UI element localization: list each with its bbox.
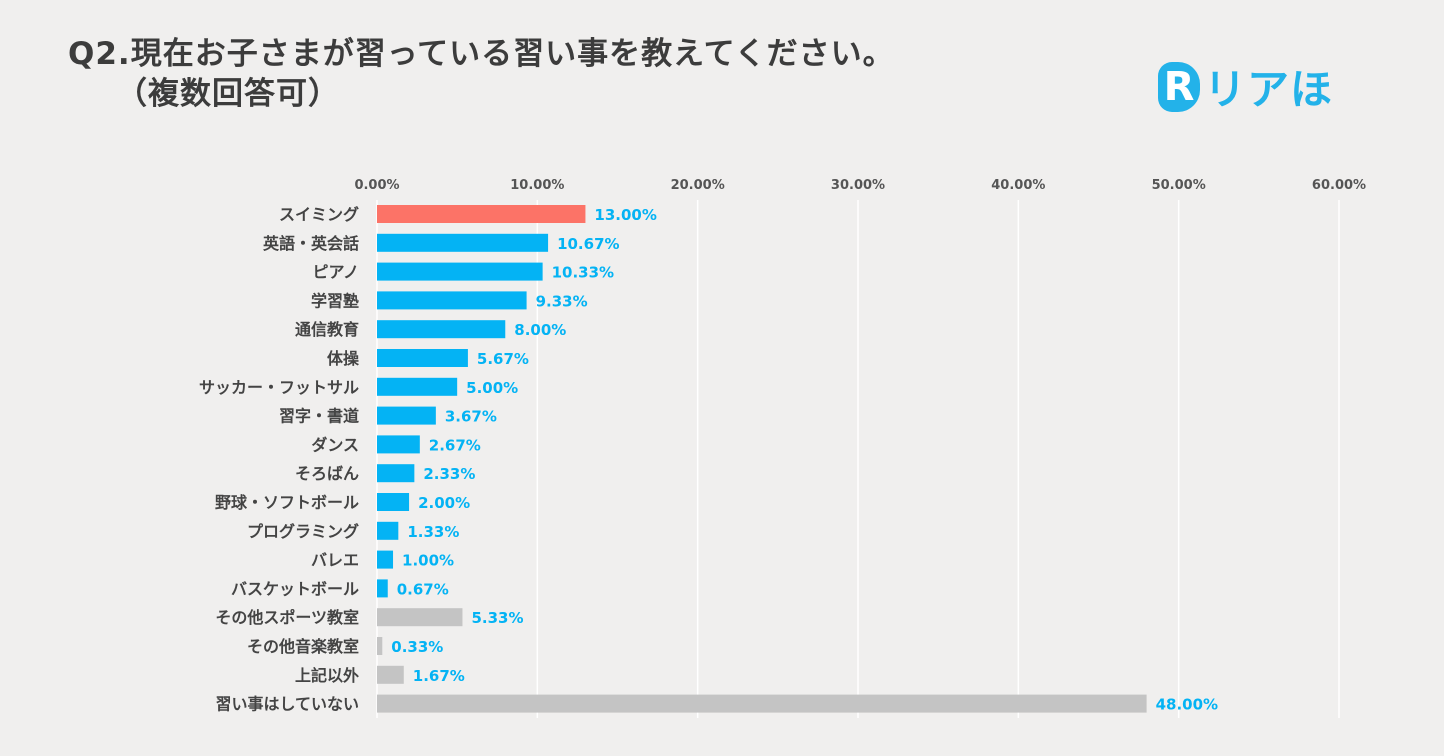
bar: [377, 291, 527, 310]
logo-text: リアほ: [1204, 65, 1334, 114]
category-label: サッカー・フットサル: [199, 378, 359, 397]
bar: [377, 233, 549, 252]
category-label: 習い事はしていない: [215, 695, 359, 714]
brand-logo: R リアほ: [1158, 56, 1333, 117]
logo-r-icon: R: [1158, 61, 1200, 112]
value-label: 10.67%: [557, 235, 619, 253]
value-label: 13.00%: [594, 206, 656, 224]
bar: [377, 406, 436, 425]
bar: [377, 349, 468, 367]
x-tick-label: 10.00%: [510, 178, 564, 193]
bar: [377, 435, 420, 454]
value-label: 2.00%: [418, 494, 470, 512]
category-label: 野球・ソフトボール: [215, 493, 359, 512]
bar: [377, 694, 1147, 713]
value-label: 8.00%: [514, 321, 566, 339]
value-label: 2.33%: [423, 465, 475, 483]
chart-title-line1: Q2.現在お子さまが習っている習い事を教えてください。: [68, 36, 895, 72]
x-tick-label: 20.00%: [671, 178, 725, 193]
bar: [377, 205, 586, 223]
category-label: ダンス: [311, 435, 359, 454]
bar: [377, 320, 506, 339]
bar: [377, 493, 410, 511]
bar: [377, 550, 394, 569]
bar: [377, 608, 463, 627]
value-label: 9.33%: [536, 292, 588, 310]
x-tick-label: 40.00%: [991, 178, 1045, 193]
value-label: 1.00%: [402, 552, 454, 570]
bar: [377, 665, 404, 684]
value-label: 5.33%: [471, 609, 523, 627]
bar: [377, 464, 415, 483]
value-label: 1.67%: [413, 667, 465, 685]
category-label: 学習塾: [311, 291, 359, 310]
value-label: 10.33%: [552, 264, 614, 282]
category-labels: スイミング英語・英会話ピアノ学習塾通信教育体操サッカー・フットサル習字・書道ダン…: [199, 205, 360, 714]
category-label: 習字・書道: [279, 407, 359, 426]
bar: [377, 521, 399, 540]
bar: [377, 579, 388, 598]
value-label: 5.67%: [477, 350, 529, 368]
value-label: 2.67%: [429, 436, 481, 454]
value-label: 5.00%: [466, 379, 518, 397]
category-label: 上記以外: [295, 666, 359, 685]
category-label: プログラミング: [247, 522, 359, 541]
category-label: スイミング: [279, 205, 359, 224]
category-label: その他音楽教室: [247, 637, 359, 656]
value-labels: 13.00% 10.67% 10.33% 9.33% 8.00% 5.67% 5.00% 3.…: [391, 206, 1218, 714]
value-label: 1.33%: [407, 523, 459, 541]
x-axis-ticks: 0.00% 10.00% 20.00% 30.00% 40.00% 50.00% 60.00…: [354, 178, 1366, 193]
category-label: バレエ: [311, 551, 359, 570]
chart-title: Q2.現在お子さまが習っている習い事を教えてください。 （複数回答可）: [68, 34, 895, 114]
bar: [377, 262, 543, 281]
x-tick-label: 0.00%: [354, 178, 399, 193]
value-label: 48.00%: [1156, 696, 1218, 714]
category-label: そろばん: [295, 464, 359, 483]
category-label: ピアノ: [312, 263, 359, 282]
value-label: 3.67%: [445, 408, 497, 426]
category-label: その他スポーツ教室: [215, 608, 359, 627]
grid-lines: [376, 200, 1340, 718]
category-label: 体操: [327, 349, 360, 368]
category-label: バスケットボール: [231, 579, 359, 598]
chart-title-line2: （複数回答可）: [116, 76, 340, 112]
bar: [377, 377, 458, 396]
x-tick-label: 60.00%: [1312, 178, 1366, 193]
value-label: 0.33%: [391, 638, 443, 656]
x-tick-label: 50.00%: [1152, 178, 1206, 193]
bar: [377, 637, 383, 655]
x-tick-label: 30.00%: [831, 178, 885, 193]
value-label: 0.67%: [397, 580, 449, 598]
category-label: 英語・英会話: [262, 234, 359, 253]
bars: [377, 205, 1147, 713]
category-label: 通信教育: [295, 320, 359, 339]
